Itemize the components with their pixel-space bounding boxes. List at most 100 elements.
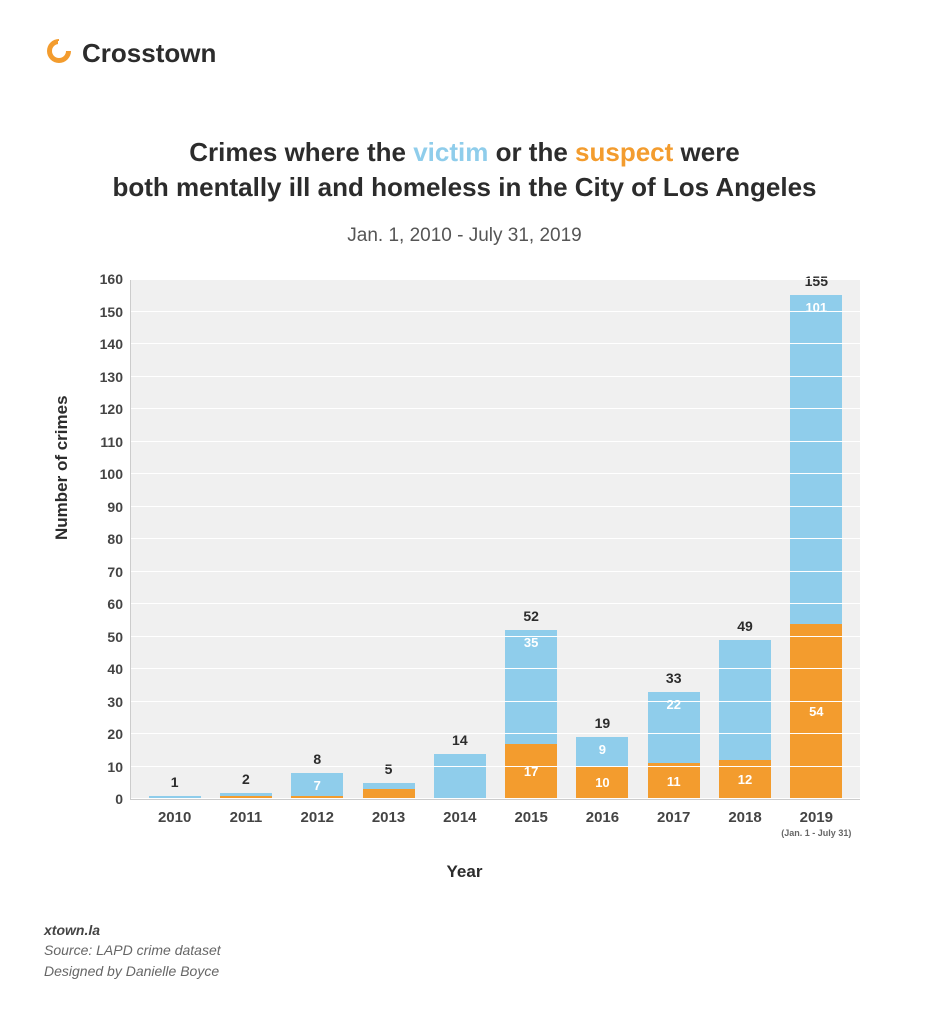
- chart-title: Crimes where the victim or the suspect w…: [0, 135, 929, 205]
- title-mid1: or the: [488, 137, 575, 167]
- bar-total-label: 33: [666, 670, 682, 692]
- bar-segment-victim: 9: [576, 737, 628, 766]
- segment-value-label: 7: [314, 773, 321, 792]
- bar-group: 782012: [291, 773, 343, 799]
- brand-logo: Crosstown: [44, 36, 216, 71]
- chart-plot-area: 1201022011782012520131420141735522015109…: [130, 280, 860, 800]
- bar-total-label: 1: [171, 774, 179, 796]
- x-tick-sublabel: (Jan. 1 - July 31): [781, 828, 851, 838]
- title-suspect-word: suspect: [575, 137, 673, 167]
- bar-total-label: 155: [805, 273, 828, 295]
- gridline: [131, 733, 860, 734]
- gridline: [131, 408, 860, 409]
- bar-total-label: 8: [313, 751, 321, 773]
- brand-name: Crosstown: [82, 38, 216, 69]
- footer-source: Source: LAPD crime dataset: [44, 940, 221, 960]
- y-tick-label: 80: [107, 531, 131, 547]
- x-tick-label: 2015: [514, 809, 547, 826]
- bars-container: 1201022011782012520131420141735522015109…: [131, 280, 860, 799]
- bar-group: 52013: [363, 783, 415, 799]
- gridline: [131, 668, 860, 669]
- gridline: [131, 506, 860, 507]
- gridline: [131, 376, 860, 377]
- y-tick-label: 40: [107, 661, 131, 677]
- gridline: [131, 473, 860, 474]
- title-line2: both mentally ill and homeless in the Ci…: [112, 172, 816, 202]
- bar-group: 142014: [434, 754, 486, 800]
- gridline: [131, 798, 860, 799]
- segment-value-label: 10: [595, 776, 609, 789]
- x-tick-label: 2012: [301, 809, 334, 826]
- gridline: [131, 343, 860, 344]
- x-tick-label: 2018: [728, 809, 761, 826]
- segment-value-label: 54: [809, 705, 823, 718]
- bar-segment-victim: 35: [505, 630, 557, 744]
- y-tick-label: 150: [100, 304, 131, 320]
- y-tick-label: 140: [100, 336, 131, 352]
- y-tick-label: 130: [100, 369, 131, 385]
- bar-group: 109192016: [576, 737, 628, 799]
- gridline: [131, 603, 860, 604]
- bar-segment-victim: [220, 793, 272, 796]
- x-axis-label: Year: [0, 862, 929, 882]
- footer-designer: Designed by Danielle Boyce: [44, 961, 221, 981]
- y-tick-label: 90: [107, 499, 131, 515]
- y-tick-label: 50: [107, 629, 131, 645]
- gridline: [131, 766, 860, 767]
- y-tick-label: 100: [100, 466, 131, 482]
- x-tick-label: 2019(Jan. 1 - July 31): [781, 809, 851, 838]
- gridline: [131, 636, 860, 637]
- x-tick-label: 2016: [586, 809, 619, 826]
- y-tick-label: 120: [100, 401, 131, 417]
- gridline: [131, 441, 860, 442]
- footer: xtown.la Source: LAPD crime dataset Desi…: [44, 920, 221, 981]
- segment-value-label: 17: [524, 765, 538, 778]
- bar-group: 12492018: [719, 640, 771, 799]
- chart-title-block: Crimes where the victim or the suspect w…: [0, 135, 929, 247]
- bar-group: 1122332017: [648, 692, 700, 799]
- y-axis-label: Number of crimes: [52, 395, 72, 540]
- bar-segment-suspect: 11: [648, 763, 700, 799]
- y-tick-label: 110: [100, 434, 131, 450]
- title-victim-word: victim: [413, 137, 488, 167]
- footer-site: xtown.la: [44, 920, 221, 940]
- y-tick-label: 30: [107, 694, 131, 710]
- x-tick-label: 2011: [230, 809, 263, 826]
- title-pre: Crimes where the: [189, 137, 413, 167]
- bar-total-label: 2: [242, 771, 250, 793]
- bar-segment-victim: 7: [291, 773, 343, 796]
- segment-value-label: 12: [738, 773, 752, 786]
- bar-segment-suspect: 17: [505, 744, 557, 799]
- x-tick-label: 2010: [158, 809, 191, 826]
- y-tick-label: 60: [107, 596, 131, 612]
- bar-group: 541011552019(Jan. 1 - July 31): [790, 295, 842, 799]
- y-tick-label: 20: [107, 726, 131, 742]
- y-tick-label: 10: [107, 759, 131, 775]
- gridline: [131, 571, 860, 572]
- segment-value-label: 11: [667, 775, 681, 788]
- segment-value-label: 9: [599, 737, 606, 756]
- segment-value-label: 35: [524, 630, 538, 649]
- gridline: [131, 278, 860, 279]
- x-tick-label: 2013: [372, 809, 405, 826]
- title-mid2: were: [673, 137, 740, 167]
- bar-total-label: 5: [385, 761, 393, 783]
- bar-segment-suspect: 10: [576, 767, 628, 800]
- bar-segment-victim: 22: [648, 692, 700, 764]
- bar-segment-victim: 101: [790, 295, 842, 623]
- crosstown-logo-icon: [44, 36, 74, 71]
- bar-segment-victim: [363, 783, 415, 790]
- gridline: [131, 701, 860, 702]
- bar-total-label: 14: [452, 732, 468, 754]
- bar-segment-victim: [434, 754, 486, 800]
- y-tick-label: 70: [107, 564, 131, 580]
- bar-segment-suspect: 54: [790, 624, 842, 800]
- gridline: [131, 538, 860, 539]
- y-tick-label: 160: [100, 271, 131, 287]
- x-tick-label: 2014: [443, 809, 476, 826]
- x-tick-label: 2017: [657, 809, 690, 826]
- bar-total-label: 52: [523, 608, 539, 630]
- y-tick-label: 0: [115, 791, 131, 807]
- chart-subtitle: Jan. 1, 2010 - July 31, 2019: [0, 225, 929, 247]
- bar-group: 1735522015: [505, 630, 557, 799]
